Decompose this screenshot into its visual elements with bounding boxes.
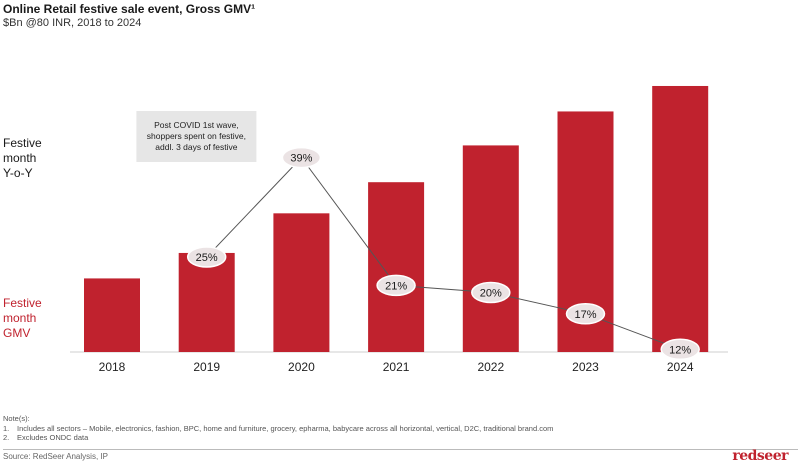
yoy-bubble [471,281,511,304]
x-tick-label: 2019 [193,360,220,374]
yoy-side-label: Festive month Y-o-Y [3,136,42,181]
note-number: 1. [3,423,10,433]
footer-divider [3,449,798,450]
callout-text: Post COVID 1st wave, [154,120,239,130]
note-number: 2. [3,433,10,442]
yoy-bubble [565,303,606,325]
yoy-bubble [660,338,700,361]
x-tick-label: 2021 [383,360,410,374]
yoy-label-line: month [3,151,37,165]
yoy-data-label: 21% [385,280,407,292]
gmv-label-line: GMV [3,326,31,340]
yoy-bubble [186,246,227,268]
gmv-side-label: Festive month GMV [3,296,42,341]
gmv-label-line: Festive [3,296,42,310]
gmv-bar [652,85,709,352]
notes-heading: Note(s): [3,414,30,423]
gmv-bar [368,182,425,352]
yoy-data-label: 25% [196,252,218,264]
yoy-bubble [281,146,322,169]
yoy-data-label: 39% [290,153,312,165]
yoy-label-line: Festive [3,136,42,150]
yoy-data-label: 17% [574,309,596,321]
note-text: Excludes ONDC data [17,433,89,442]
chart-title: Online Retail festive sale event, Gross … [3,2,256,16]
callout-text: addl. 3 days of festive [155,142,237,152]
gmv-bar [273,213,330,352]
x-tick-label: 2022 [477,360,504,374]
note-item: 1. Includes all sectors – Mobile, electro… [3,424,553,434]
gmv-bar [178,252,235,352]
yoy-label-line: Y-o-Y [3,166,33,180]
x-tick-label: 2018 [99,360,126,374]
footnotes: Note(s): 1. Includes all sectors – Mobile… [3,414,553,443]
callout-text: shoppers spent on festive, [147,131,246,141]
yoy-data-label: 20% [480,288,502,300]
x-tick-label: 2023 [572,360,599,374]
gmv-bar [462,145,519,352]
source-text: Source: RedSeer Analysis, IP [3,452,108,461]
gmv-chart: 2018 2019 2020 2021 2022 2023 2024 Post COVID 1… [70,85,728,374]
chart-subtitle: $Bn @80 INR, 2018 to 2024 [3,17,142,29]
callout-box [136,111,257,162]
yoy-data-label: 12% [669,344,691,356]
gmv-bar [84,278,140,352]
redseer-logo: redseer [732,448,788,464]
note-item: 2. Excludes ONDC data [3,433,553,443]
gmv-label-line: month [3,311,37,325]
yoy-bubble [376,274,416,297]
note-text: Includes all sectors – Mobile, electroni… [17,423,554,433]
x-tick-label: 2020 [288,360,315,374]
x-tick-label: 2024 [667,360,694,374]
